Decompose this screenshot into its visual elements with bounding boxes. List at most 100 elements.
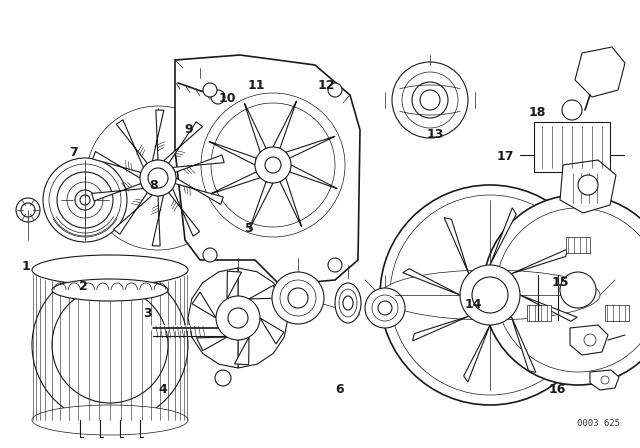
Polygon shape <box>290 165 337 189</box>
Ellipse shape <box>32 405 188 435</box>
Polygon shape <box>280 178 301 227</box>
Circle shape <box>201 93 345 237</box>
Circle shape <box>288 288 308 308</box>
Circle shape <box>272 272 324 324</box>
Circle shape <box>584 334 596 346</box>
Text: 18: 18 <box>529 105 547 119</box>
Text: 0003 625: 0003 625 <box>577 419 620 428</box>
Polygon shape <box>413 316 468 341</box>
Text: 13: 13 <box>426 128 444 141</box>
Circle shape <box>43 158 127 242</box>
Bar <box>605 305 629 320</box>
Polygon shape <box>273 101 296 148</box>
Polygon shape <box>511 316 536 372</box>
Circle shape <box>228 308 248 328</box>
Circle shape <box>372 295 398 321</box>
Polygon shape <box>444 218 468 274</box>
Circle shape <box>472 277 508 313</box>
Circle shape <box>86 106 230 250</box>
Bar <box>566 237 590 253</box>
Circle shape <box>211 103 335 227</box>
Text: 14: 14 <box>465 298 483 311</box>
Circle shape <box>483 195 640 385</box>
Circle shape <box>380 185 600 405</box>
Ellipse shape <box>52 279 168 301</box>
Text: 8: 8 <box>149 179 158 193</box>
Ellipse shape <box>343 296 353 310</box>
Text: 12: 12 <box>317 78 335 92</box>
Text: 3: 3 <box>143 307 152 320</box>
Polygon shape <box>192 292 216 318</box>
Circle shape <box>601 376 609 384</box>
Text: 11: 11 <box>247 78 265 92</box>
Bar <box>534 122 610 172</box>
Circle shape <box>412 82 448 118</box>
Polygon shape <box>490 208 516 265</box>
Polygon shape <box>175 55 360 285</box>
Circle shape <box>560 272 596 308</box>
Circle shape <box>562 100 582 120</box>
Circle shape <box>365 288 405 328</box>
Text: 17: 17 <box>497 150 515 164</box>
Ellipse shape <box>32 255 188 285</box>
Ellipse shape <box>380 270 600 320</box>
Circle shape <box>255 147 291 183</box>
Polygon shape <box>590 370 619 390</box>
Circle shape <box>203 248 217 262</box>
Polygon shape <box>152 110 164 161</box>
Circle shape <box>57 172 113 228</box>
Circle shape <box>52 287 168 403</box>
Bar <box>527 305 551 320</box>
Circle shape <box>460 265 520 325</box>
Polygon shape <box>575 47 625 97</box>
Text: 7: 7 <box>69 146 78 159</box>
Polygon shape <box>152 195 164 246</box>
Polygon shape <box>188 268 238 368</box>
Ellipse shape <box>335 283 361 323</box>
Text: 9: 9 <box>184 123 193 137</box>
Polygon shape <box>249 285 280 299</box>
Polygon shape <box>211 172 260 194</box>
Circle shape <box>32 267 188 423</box>
Polygon shape <box>464 325 490 382</box>
Polygon shape <box>164 122 202 164</box>
Circle shape <box>392 62 468 138</box>
Circle shape <box>49 164 121 236</box>
Text: 15: 15 <box>551 276 569 289</box>
Circle shape <box>496 208 640 372</box>
Circle shape <box>378 301 392 315</box>
Circle shape <box>16 198 40 222</box>
Polygon shape <box>116 120 147 168</box>
Polygon shape <box>244 103 266 152</box>
Circle shape <box>420 90 440 110</box>
Text: 10: 10 <box>218 92 236 105</box>
Circle shape <box>578 175 598 195</box>
Text: 1: 1 <box>21 260 30 273</box>
Text: 4: 4 <box>159 383 168 396</box>
Circle shape <box>21 203 35 217</box>
Polygon shape <box>113 193 152 234</box>
Circle shape <box>80 195 90 205</box>
Circle shape <box>215 370 231 386</box>
Polygon shape <box>209 142 257 165</box>
Polygon shape <box>403 269 460 295</box>
Text: 6: 6 <box>335 383 344 396</box>
Polygon shape <box>173 155 224 172</box>
Circle shape <box>211 90 225 104</box>
Circle shape <box>75 190 95 210</box>
Polygon shape <box>285 136 335 158</box>
Polygon shape <box>250 181 273 229</box>
Polygon shape <box>175 178 223 204</box>
Polygon shape <box>93 151 141 178</box>
Polygon shape <box>238 268 288 368</box>
Circle shape <box>203 83 217 97</box>
Circle shape <box>328 83 342 97</box>
Text: 2: 2 <box>79 280 88 293</box>
Circle shape <box>148 168 168 188</box>
Circle shape <box>402 72 458 128</box>
Text: 5: 5 <box>245 222 254 235</box>
Polygon shape <box>168 189 200 236</box>
Circle shape <box>140 160 176 196</box>
Circle shape <box>328 258 342 272</box>
Text: 16: 16 <box>548 383 566 396</box>
